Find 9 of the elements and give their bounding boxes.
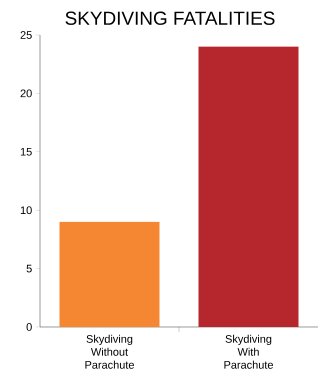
y-tick-label: 15	[20, 148, 32, 156]
y-tick-label: 0	[26, 323, 32, 331]
y-tick-label: 10	[20, 206, 32, 214]
y-tick-label: 20	[20, 90, 32, 98]
x-tick-label: Skydiving With Parachute	[224, 334, 273, 369]
y-tick-label: 25	[20, 31, 32, 39]
x-tick-label: Skydiving Without Parachute	[85, 334, 134, 369]
y-tick-label: 5	[26, 264, 32, 272]
chart-title: SKYDIVING FATALITIES	[65, 12, 275, 25]
